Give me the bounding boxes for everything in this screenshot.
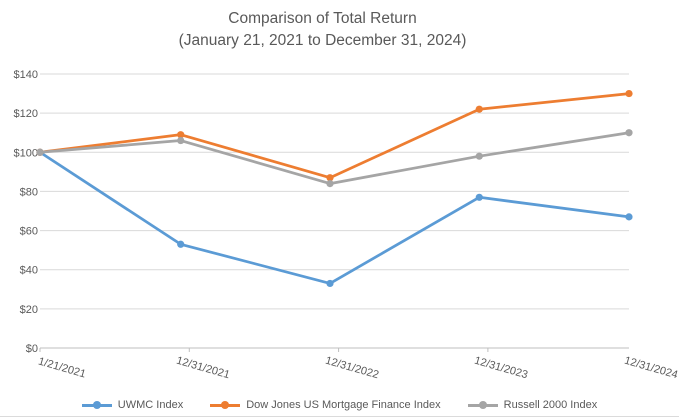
legend-line-marker-icon: [467, 401, 498, 409]
chart-title: Comparison of Total Return (January 21, …: [0, 8, 645, 52]
chart-title-line2: (January 21, 2021 to December 31, 2024): [178, 32, 467, 49]
chart-title-line1: Comparison of Total Return: [228, 10, 417, 27]
y-axis-tick-label: $140: [14, 69, 38, 81]
chart-legend: UWMC Index Dow Jones US Mortgage Finance …: [0, 397, 679, 413]
y-axis-tick-label: $0: [26, 343, 38, 355]
data-point-marker: [177, 136, 185, 145]
data-point-marker: [326, 174, 334, 182]
legend-dot: [221, 401, 230, 409]
data-point-marker: [475, 105, 483, 113]
series-line: [38, 92, 631, 180]
legend-label: Dow Jones US Mortgage Finance Index: [246, 399, 441, 411]
y-axis-tick-label: $60: [20, 226, 38, 238]
data-point-marker: [177, 131, 185, 139]
data-point-marker: [475, 193, 483, 201]
legend-dot: [478, 401, 487, 409]
legend-item: Russell 2000 Index: [467, 399, 598, 411]
data-point-marker: [36, 148, 44, 156]
data-point-marker: [625, 213, 633, 221]
legend-label: UWMC Index: [117, 399, 184, 411]
legend-line-marker-icon: [81, 401, 112, 409]
legend-dot: [92, 401, 101, 409]
data-point-marker: [475, 152, 483, 160]
data-point-marker: [625, 89, 633, 98]
data-point-marker: [326, 180, 334, 188]
y-axis-tick-label: $120: [14, 108, 38, 120]
y-axis-tick-label: $20: [20, 304, 38, 316]
data-point-marker: [625, 129, 633, 137]
y-axis-tick-label: $40: [20, 265, 38, 277]
legend-label: Russell 2000 Index: [503, 399, 598, 411]
y-axis-tick-label: $80: [20, 186, 38, 198]
legend-item: Dow Jones US Mortgage Finance Index: [210, 399, 441, 411]
data-point-marker: [326, 279, 334, 288]
data-point-marker: [177, 240, 185, 248]
bottom-divider: [0, 416, 679, 417]
y-axis-tick-label: $100: [14, 147, 38, 159]
series-line: [38, 150, 631, 285]
legend-item: UWMC Index: [81, 399, 184, 411]
legend-line-marker-icon: [210, 401, 241, 409]
